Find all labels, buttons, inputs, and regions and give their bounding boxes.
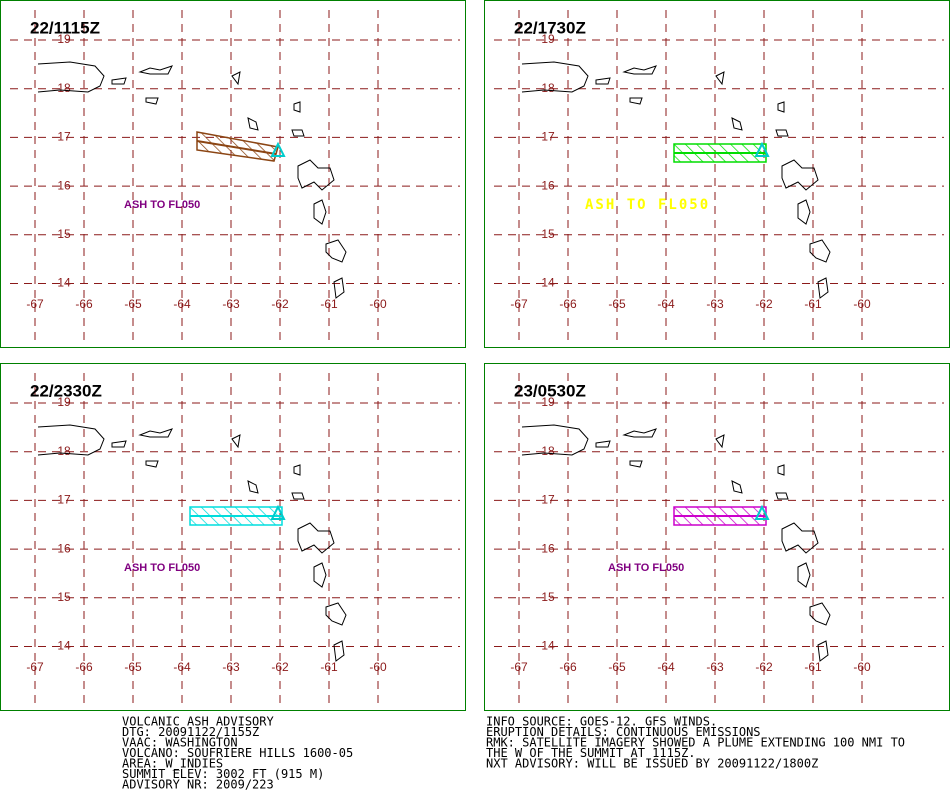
plume-axis	[196, 140, 277, 155]
lon-label: -65	[608, 660, 626, 674]
lat-label: 15	[541, 227, 555, 241]
advisory-line: THE W OF THE SUMMIT AT 1115Z.	[486, 746, 696, 760]
advisory-line: ERUPTION DETAILS: CONTINUOUS EMISSIONS	[486, 725, 761, 739]
advisory-line: NXT ADVISORY: WILL BE ISSUED BY 20091122…	[486, 757, 818, 771]
lat-label: 16	[541, 541, 555, 555]
lat-label: 15	[541, 590, 555, 604]
lat-label: 14	[57, 639, 71, 653]
lon-label: -67	[26, 660, 44, 674]
lat-label: 17	[57, 130, 71, 144]
lon-label: -66	[75, 660, 93, 674]
lat-label: 14	[541, 276, 555, 290]
lat-label: 19	[57, 32, 71, 46]
lon-label: -60	[853, 660, 871, 674]
lon-label: -65	[124, 297, 142, 311]
map-panel: -67 -66 -65 -64 -63 -62 -61 -60 19 18 17 16 15 14 22/2…	[0, 363, 466, 711]
lat-label: 14	[541, 639, 555, 653]
lon-label: -62	[271, 297, 289, 311]
lat-label: 18	[541, 444, 555, 458]
lon-label: -65	[608, 297, 626, 311]
lon-label: -62	[755, 297, 773, 311]
lat-label: 19	[57, 395, 71, 409]
panel-time: 22/1115Z	[30, 18, 100, 37]
panels: -67 -66 -65 -64 -63 -62 -61 -60 19 18 17 16 15 14 22/1…	[0, 0, 950, 711]
panel-border	[0, 363, 466, 711]
lon-label: -63	[706, 297, 724, 311]
lat-label: 17	[541, 493, 555, 507]
advisory-line: VOLCANIC ASH ADVISORY	[122, 715, 274, 729]
panel-border	[0, 0, 466, 348]
panel-border	[484, 363, 950, 711]
lon-label: -64	[657, 660, 675, 674]
lat-label: 15	[57, 227, 71, 241]
map-panel: -67 -66 -65 -64 -63 -62 -61 -60 19 18 17 16 15 14 22/1…	[0, 0, 466, 348]
lat-label: 18	[541, 81, 555, 95]
lon-label: -64	[657, 297, 675, 311]
lon-label: -67	[510, 297, 528, 311]
lat-label: 19	[541, 395, 555, 409]
ash-label: ASH TO FL050	[608, 562, 684, 574]
lon-label: -61	[320, 297, 338, 311]
lat-label: 16	[57, 541, 71, 555]
lon-label: -63	[706, 660, 724, 674]
advisory-line: ADVISORY NR: 2009/223	[122, 778, 274, 792]
ash-label: ASH TO FL050	[124, 199, 200, 211]
lon-label: -60	[369, 297, 387, 311]
panel-time: 22/2330Z	[30, 381, 102, 400]
lat-label: 16	[57, 178, 71, 192]
volcano	[270, 141, 286, 157]
lon-label: -65	[124, 660, 142, 674]
ash-label: ASH TO FL050	[124, 562, 200, 574]
advisory-line: VOLCANO: SOUFRIERE HILLS 1600-05	[122, 746, 353, 760]
lon-label: -60	[853, 297, 871, 311]
lat-label: 15	[57, 590, 71, 604]
lat-label: 17	[541, 130, 555, 144]
advisory-line: AREA: W_INDIES	[122, 757, 223, 771]
lat-label: 16	[541, 178, 555, 192]
lat-label: 18	[57, 444, 71, 458]
lon-label: -66	[75, 297, 93, 311]
lon-label: -61	[320, 660, 338, 674]
volcano	[754, 141, 770, 157]
lon-label: -67	[510, 660, 528, 674]
lon-label: -66	[559, 297, 577, 311]
panel-time: 22/1730Z	[514, 18, 586, 37]
advisory-line: SUMMIT ELEV: 3002 FT (915 M)	[122, 767, 324, 781]
advisory-line: RMK: SATELLITE IMAGERY SHOWED A PLUME EX…	[486, 736, 905, 750]
lon-label: -61	[804, 660, 822, 674]
advisory-line: VAAC: WASHINGTON	[122, 736, 238, 750]
panel-time: 23/0530Z	[514, 381, 586, 400]
lon-label: -62	[271, 660, 289, 674]
lon-label: -67	[26, 297, 44, 311]
volcano	[754, 504, 770, 520]
lat-label: 14	[57, 276, 71, 290]
lon-label: -64	[173, 297, 191, 311]
ash-cloud	[196, 131, 279, 162]
lon-label: -61	[804, 297, 822, 311]
map-panel: -67 -66 -65 -64 -63 -62 -61 -60 19 18 17 16 15 14 22/1…	[484, 0, 950, 348]
lon-label: -62	[755, 660, 773, 674]
advisory-line: DTG: 20091122/1155Z	[122, 725, 259, 739]
lon-label: -66	[559, 660, 577, 674]
lon-label: -60	[369, 660, 387, 674]
advisory-line: INFO SOURCE: GOES-12. GFS WINDS.	[486, 715, 717, 729]
lon-label: -64	[173, 660, 191, 674]
lat-label: 18	[57, 81, 71, 95]
lat-label: 19	[541, 32, 555, 46]
volcano	[270, 504, 286, 520]
panel-border	[484, 0, 950, 348]
map-panel: -67 -66 -65 -64 -63 -62 -61 -60 19 18 17 16 15 14 23/0…	[484, 363, 950, 711]
lon-label: -63	[222, 297, 240, 311]
ash-label: ASH TO FL050	[585, 197, 710, 213]
lon-label: -63	[222, 660, 240, 674]
lat-label: 17	[57, 493, 71, 507]
